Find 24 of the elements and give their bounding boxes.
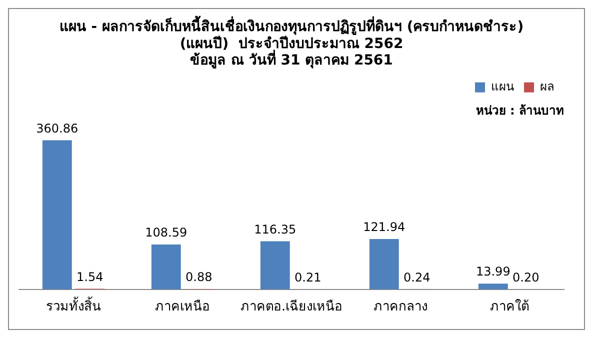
text: หน่วย : ล้านบาท: [476, 104, 564, 118]
data-label: 0.20: [512, 270, 540, 284]
legend-label: แผน: [491, 80, 514, 94]
bar: [151, 244, 181, 290]
x-tick-label: ภาคตอ.เฉียงเหนือ: [240, 298, 343, 315]
data-label: 1.54: [76, 270, 104, 284]
data-label: 121.94: [363, 220, 406, 234]
data-label: 360.86: [36, 121, 78, 136]
x-tick-label: ภาคเหนือ: [155, 298, 210, 315]
chart-title: แผน - ผลการจัดเก็บหนี้สินเชื่อเงินกองทุนการปฏิรูปที่ดินฯ (ครบกำหนดชำระ) (แผนปี) ประจำปีงบประมาณ 2562 ข้อมูล ณ วันที่ 31 ตุลาคม 2561: [59, 15, 524, 69]
x-tick-label: ภาคกลาง: [374, 300, 428, 315]
bar: [260, 241, 290, 290]
data-label: 0.21: [294, 270, 322, 284]
data-label: 0.88: [185, 270, 212, 284]
x-tick-label: ภาคใต้: [490, 298, 529, 315]
data-label: 108.59: [145, 226, 188, 240]
bar: [478, 284, 508, 290]
data-label: 13.99: [476, 264, 510, 279]
bar: [42, 140, 72, 290]
data-label: 116.35: [254, 222, 296, 236]
bar: [369, 239, 399, 290]
data-label: 0.24: [403, 270, 430, 284]
legend-label: ผล: [540, 80, 554, 94]
x-tick-label: รวมทั้งสิ้น: [46, 296, 101, 315]
